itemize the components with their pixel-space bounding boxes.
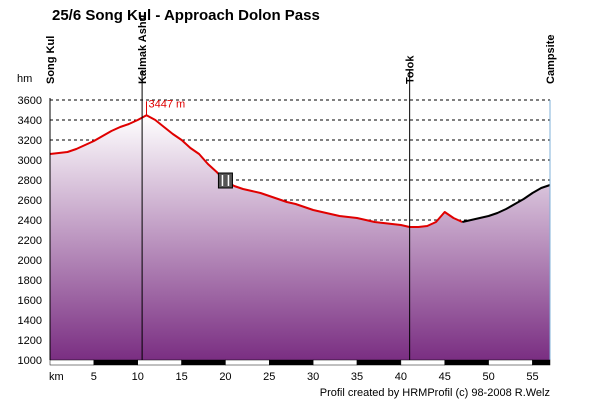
y-axis-unit-label: hm	[17, 73, 32, 85]
annotations: 3447 m	[145, 98, 233, 189]
x-tick-label: 45	[439, 371, 451, 383]
y-tick-label: 3600	[18, 95, 42, 107]
distance-bar-segment	[49, 359, 95, 366]
y-tick-label: 2000	[18, 255, 42, 267]
x-tick-label: 55	[526, 371, 538, 383]
x-tick-label: 10	[132, 371, 144, 383]
distance-bar-segment	[181, 359, 226, 366]
series-lines	[49, 114, 551, 228]
series-line-1	[462, 184, 551, 223]
distance-bar-segment	[137, 359, 182, 366]
distance-bar-segment	[225, 359, 270, 366]
elevation-area-fill	[50, 115, 550, 360]
x-tick-label: 35	[351, 371, 363, 383]
distance-bar-segment	[444, 359, 489, 366]
distance-bar-segment	[93, 359, 138, 366]
y-tick-label: 2800	[18, 175, 42, 187]
x-axis-unit-label: km	[49, 371, 64, 383]
y-tick-label: 1600	[18, 295, 42, 307]
x-tick-label: 20	[219, 371, 231, 383]
distance-bar-segment	[532, 359, 551, 366]
series-line-0	[49, 114, 463, 228]
distance-bar-segment	[488, 359, 533, 366]
credit-text: Profil created by HRMProfil (c) 98-2008 …	[320, 387, 550, 399]
waypoint-label: Tolok	[405, 55, 417, 84]
y-tick-label: 1400	[18, 315, 42, 327]
y-tick-label: 3400	[18, 115, 42, 127]
y-tick-label: 2400	[18, 215, 42, 227]
waypoint-label: Song Kul	[45, 36, 57, 84]
waypoint-label: Kalmak Ashu	[137, 15, 149, 84]
axes	[49, 98, 551, 366]
peak-elevation-label: 3447 m	[148, 98, 185, 110]
x-tick-label: 15	[175, 371, 187, 383]
x-tick-label: 5	[91, 371, 97, 383]
x-tick-label: 50	[482, 371, 494, 383]
distance-bar-segment	[400, 359, 445, 366]
x-tick-label: 30	[307, 371, 319, 383]
y-tick-label: 2200	[18, 235, 42, 247]
tick-labels: 1000 1200 1400 1600 1800 2000 2200 2400 2600 2800…	[18, 95, 539, 383]
y-tick-label: 1000	[18, 355, 42, 367]
chart-title: 25/6 Song Kul - Approach Dolon Pass	[52, 7, 320, 24]
x-tick-label: 25	[263, 371, 275, 383]
y-tick-label: 1800	[18, 275, 42, 287]
y-tick-label: 1200	[18, 335, 42, 347]
y-tick-label: 2600	[18, 195, 42, 207]
distance-bar-segment	[269, 359, 314, 366]
restaurant-icon	[217, 172, 233, 189]
distance-bar-segment	[312, 359, 358, 366]
y-tick-label: 3000	[18, 155, 42, 167]
restaurant-icon-bg	[217, 172, 233, 189]
distance-bar-segment	[356, 359, 402, 366]
waypoints: Song Kul Kalmak Ashu Tolok Campsite	[45, 15, 557, 360]
waypoint-label: Campsite	[545, 34, 557, 84]
x-tick-label: 40	[395, 371, 407, 383]
y-tick-label: 3200	[18, 135, 42, 147]
